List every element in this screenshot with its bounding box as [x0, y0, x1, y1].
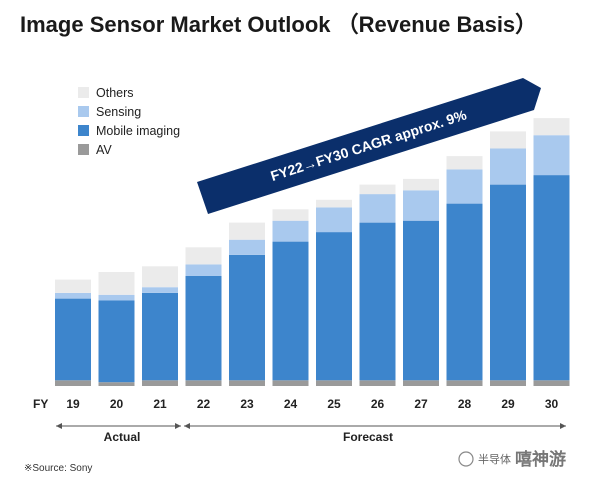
- forecast-bracket-arrow-left: [184, 423, 190, 429]
- source-note: ※Source: Sony: [24, 463, 92, 474]
- legend-label-av: AV: [96, 143, 112, 157]
- actual-bracket-arrow-left: [56, 423, 62, 429]
- legend-swatch-mobile-imaging: [78, 125, 89, 136]
- bar-av-27: [403, 380, 439, 386]
- cagr-arrow-shape: [197, 78, 541, 214]
- bar-sensing-23: [229, 239, 265, 255]
- x-tick-label: 30: [545, 397, 559, 411]
- x-tick-label: 22: [197, 397, 211, 411]
- bar-mobile-imaging-23: [229, 254, 265, 381]
- bar-av-25: [316, 380, 352, 386]
- bars: [55, 118, 570, 386]
- bar-sensing-22: [185, 264, 222, 276]
- bar-sensing-20: [98, 294, 135, 301]
- bar-av-24: [272, 380, 309, 386]
- bar-mobile-imaging-25: [316, 232, 352, 381]
- period-label-forecast: Forecast: [343, 430, 393, 444]
- bar-others-29: [490, 131, 526, 149]
- x-tick-label: 20: [110, 397, 124, 411]
- bar-sensing-26: [359, 194, 396, 223]
- x-tick-labels: 19 20 21 22 23 24 25 26 27 28 29 30: [66, 397, 558, 411]
- bar-av-20: [98, 382, 135, 386]
- legend-label-mobile-imaging: Mobile imaging: [96, 124, 180, 138]
- bar-sensing-28: [446, 169, 483, 204]
- period-label-actual: Actual: [104, 430, 141, 444]
- x-tick-label: 25: [327, 397, 341, 411]
- bar-av-26: [359, 380, 396, 386]
- bar-others-21: [142, 266, 178, 288]
- legend: Others Sensing Mobile imaging AV: [78, 86, 180, 157]
- bar-others-24: [272, 209, 309, 221]
- forecast-bracket-arrow-right: [560, 423, 566, 429]
- bar-av-23: [229, 380, 265, 386]
- bar-mobile-imaging-24: [272, 241, 309, 381]
- bar-sensing-21: [142, 287, 178, 293]
- x-tick-label: 29: [501, 397, 515, 411]
- bar-mobile-imaging-22: [185, 275, 222, 381]
- bar-av-28: [446, 380, 483, 386]
- bar-sensing-27: [403, 190, 439, 221]
- bar-sensing-19: [55, 292, 91, 299]
- period-indicators: Actual Forecast: [56, 423, 566, 444]
- bar-others-23: [229, 222, 265, 240]
- chart-title: Image Sensor Market Outlook （Revenue Bas…: [20, 12, 537, 37]
- x-tick-label: 26: [371, 397, 385, 411]
- bar-others-30: [533, 118, 570, 136]
- legend-swatch-av: [78, 144, 89, 155]
- x-tick-label: 27: [414, 397, 428, 411]
- bar-av-22: [185, 380, 222, 386]
- watermark-text: 半导体: [478, 452, 511, 466]
- bar-sensing-25: [316, 207, 352, 233]
- bar-mobile-imaging-21: [142, 292, 178, 381]
- watermark: 半导体 嘻神游: [458, 449, 566, 470]
- bar-mobile-imaging-26: [359, 222, 396, 381]
- x-tick-label: 24: [284, 397, 298, 411]
- bar-others-20: [98, 272, 135, 295]
- bar-sensing-29: [490, 148, 526, 185]
- bar-mobile-imaging-29: [490, 184, 526, 381]
- bar-others-26: [359, 184, 396, 195]
- legend-label-sensing: Sensing: [96, 105, 141, 119]
- x-axis-title: FY: [33, 397, 48, 411]
- bar-mobile-imaging-20: [98, 300, 135, 383]
- legend-label-others: Others: [96, 86, 134, 100]
- legend-swatch-sensing: [78, 106, 89, 117]
- bar-av-30: [533, 380, 570, 386]
- bar-others-28: [446, 156, 483, 170]
- bar-mobile-imaging-30: [533, 175, 570, 381]
- bar-others-27: [403, 178, 439, 191]
- bar-sensing-24: [272, 220, 309, 242]
- legend-swatch-others: [78, 87, 89, 98]
- bar-mobile-imaging-19: [55, 298, 91, 381]
- x-tick-label: 23: [240, 397, 254, 411]
- x-tick-label: 28: [458, 397, 472, 411]
- bar-sensing-30: [533, 135, 570, 176]
- actual-bracket-arrow-right: [175, 423, 181, 429]
- x-tick-label: 21: [153, 397, 167, 411]
- bar-av-29: [490, 380, 526, 386]
- bar-others-25: [316, 199, 352, 208]
- watermark-brand: 嘻神游: [515, 449, 566, 470]
- bar-mobile-imaging-27: [403, 220, 439, 381]
- bar-av-19: [55, 380, 91, 386]
- wechat-icon: [458, 451, 474, 467]
- bar-mobile-imaging-28: [446, 203, 483, 381]
- cagr-annotation: FY22→FY30 CAGR approx. 9%: [269, 106, 469, 184]
- bar-av-21: [142, 380, 178, 386]
- bar-others-19: [55, 279, 91, 293]
- bar-others-22: [185, 247, 222, 265]
- x-tick-label: 19: [66, 397, 80, 411]
